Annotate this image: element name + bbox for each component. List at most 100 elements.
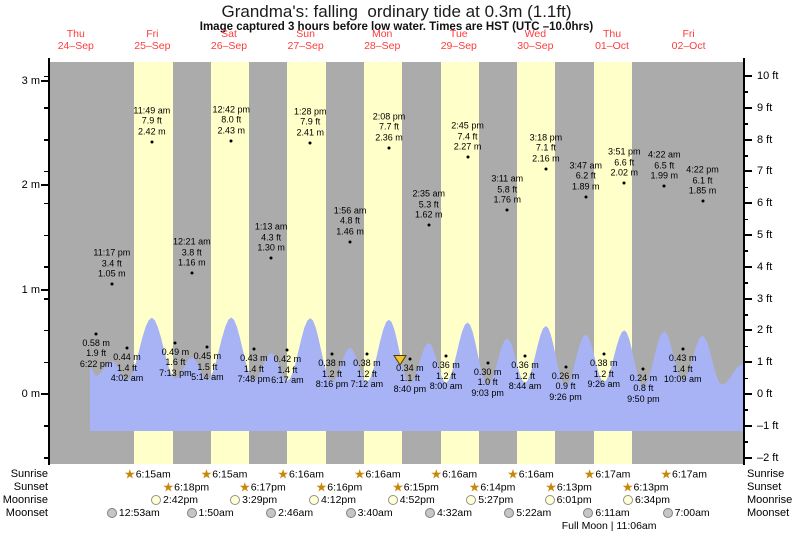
day-label: Sun 27–Sep xyxy=(287,28,323,52)
tide-label-line: 0.44 m xyxy=(113,352,141,363)
left-axis xyxy=(47,58,50,465)
right-axis-label: 3 ft xyxy=(757,292,773,305)
day-label-dow: Thu xyxy=(66,28,85,40)
tide-label-line: 2:08 pm xyxy=(372,111,406,122)
tide-label-line: 1.05 m xyxy=(98,268,126,279)
tide-label-line: 1.16 m xyxy=(178,257,206,268)
tide-high-label: 3:11 am 5.8 ft 1.76 m xyxy=(491,174,523,206)
day-label: Fri 02–Oct xyxy=(672,28,706,52)
left-axis-minor-tick xyxy=(44,329,49,332)
tide-label-line: 0.38 m xyxy=(318,358,346,369)
right-axis-label: –1 ft xyxy=(757,419,779,432)
day-label-date: 28–Sep xyxy=(364,39,401,52)
sunrise-marker: ★ 6:15am xyxy=(201,468,248,481)
tide-low-label: 0.24 m 0.8 ft 9:50 pm xyxy=(627,373,660,405)
tide-label-line: 6:22 pm xyxy=(79,358,113,369)
day-label-date: 24–Sep xyxy=(57,39,94,52)
tide-high-label: 1:13 am 4.3 ft 1.30 m xyxy=(255,222,288,254)
tide-label-line: 0.36 m xyxy=(432,360,460,371)
moonset-marker: 6:11am xyxy=(583,507,630,519)
tide-low-label: 0.30 m 1.0 ft 9:03 pm xyxy=(471,367,504,399)
right-axis-label: 2 ft xyxy=(757,324,773,337)
tide-label-line: 1.4 ft xyxy=(243,363,264,374)
right-axis-minor-tick xyxy=(744,345,748,348)
tide-label-line: 1:13 am xyxy=(254,221,288,232)
left-axis-label: 2 m xyxy=(21,179,40,192)
tide-label-line: 1.89 m xyxy=(572,181,600,192)
sunset-time: 6:17pm xyxy=(250,481,286,493)
tide-label-line: 0.58 m xyxy=(82,337,110,348)
day-label-date: 29–Sep xyxy=(440,39,477,52)
tide-extreme-dot xyxy=(681,347,685,351)
tide-label-line: 3:18 pm xyxy=(529,132,563,143)
day-label-dow: Sat xyxy=(221,28,237,40)
daylight-band xyxy=(517,62,556,464)
tide-label-line: 3.8 ft xyxy=(181,247,202,257)
right-axis-major-tick xyxy=(744,424,752,427)
tide-label-line: 1.6 ft xyxy=(165,357,186,368)
right-axis-label: 4 ft xyxy=(757,260,773,273)
sunrise-time: 6:16am xyxy=(365,468,401,480)
moonset-moon-icon xyxy=(186,508,197,518)
tide-extreme-dot xyxy=(125,346,129,350)
moonrise-time: 4:52pm xyxy=(399,494,435,506)
tide-label-line: 1.4 ft xyxy=(672,363,693,374)
sunrise-marker: ★ 6:16am xyxy=(354,468,401,481)
tide-extreme-dot xyxy=(94,332,98,335)
sunrise-star-icon: ★ xyxy=(507,466,519,482)
sunrise-star-icon: ★ xyxy=(583,466,596,482)
tide-high-label: 2:35 am 5.3 ft 1.62 m xyxy=(412,189,445,221)
tide-label-line: 4:22 am xyxy=(647,149,681,160)
tide-high-label: 2:08 pm 7.7 ft 2.36 m xyxy=(373,111,406,143)
moonrise-row-label-left: Moonrise xyxy=(2,494,48,506)
tide-label-line: 2.27 m xyxy=(453,141,482,152)
sunset-marker: ★ 6:14pm xyxy=(469,481,516,494)
tide-label-line: 2.41 m xyxy=(296,127,325,138)
tide-label-line: 3:11 am xyxy=(491,173,524,184)
left-axis-minor-tick xyxy=(44,75,49,78)
tide-label-line: 8:00 am xyxy=(429,381,463,392)
moonrise-time: 3:29pm xyxy=(242,494,278,506)
right-axis-major-tick xyxy=(744,234,752,237)
tide-label-line: 2.42 m xyxy=(138,126,166,137)
day-label-date: 26–Sep xyxy=(210,39,248,52)
sunset-star-icon: ★ xyxy=(162,479,175,495)
right-axis-label: 5 ft xyxy=(757,229,773,242)
moonrise-marker: 6:01pm xyxy=(544,494,592,506)
tide-label-line: 1.1 ft xyxy=(399,373,420,384)
left-axis-label: 3 m xyxy=(21,75,40,88)
right-axis-minor-tick xyxy=(744,91,748,93)
moonset-time: 4:32am xyxy=(436,507,472,519)
right-axis-label: 1 ft xyxy=(757,356,773,369)
tide-label-line: 9:50 pm xyxy=(627,393,660,404)
tide-low-label: 0.49 m 1.6 ft 7:13 pm xyxy=(159,347,192,379)
tide-extreme-dot xyxy=(330,352,334,356)
tide-extreme-dot xyxy=(466,155,470,159)
sunrise-star-icon: ★ xyxy=(124,466,136,482)
tide-label-line: 6.6 ft xyxy=(614,157,635,168)
right-axis-major-tick xyxy=(744,170,752,173)
tide-extreme-dot xyxy=(110,282,114,286)
tide-label-line: 8.0 ft xyxy=(221,114,242,125)
moonset-time: 1:50am xyxy=(198,507,234,519)
sunset-row-label-left: Sunset xyxy=(13,481,48,493)
tide-extreme-dot xyxy=(427,223,431,227)
left-axis-major-tick xyxy=(41,288,49,291)
tide-extreme-dot xyxy=(444,354,448,358)
moonrise-moon-icon xyxy=(230,495,241,505)
tide-label-line: 1.5 ft xyxy=(197,361,218,372)
tide-extreme-dot xyxy=(269,256,273,260)
tide-high-label: 3:18 pm 7.1 ft 2.16 m xyxy=(530,132,563,164)
tide-low-label: 0.38 m 1.2 ft 9:26 am xyxy=(588,358,621,390)
tide-label-line: 12:21 am xyxy=(173,236,211,247)
tide-label-line: 11:17 pm xyxy=(93,247,131,258)
sunset-time: 6:13pm xyxy=(633,481,669,493)
right-axis-label: 10 ft xyxy=(757,70,779,83)
moonset-marker: 3:40am xyxy=(345,507,393,519)
day-label: Sat 26–Sep xyxy=(210,28,248,52)
tide-low-label: 0.42 m 1.4 ft 6:17 am xyxy=(271,354,304,386)
chart-subtitle: Image captured 3 hours before low water.… xyxy=(199,21,594,33)
tide-label-line: 6:17 am xyxy=(271,375,304,386)
left-axis-minor-tick xyxy=(44,425,49,427)
